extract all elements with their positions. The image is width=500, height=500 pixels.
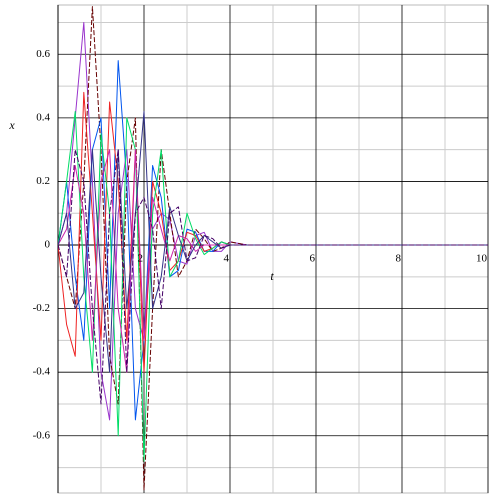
x-tick-label: 6	[310, 253, 316, 265]
y-tick-label: -0.6	[33, 429, 51, 441]
x-tick-label: 10	[476, 253, 488, 265]
labels: 2 4 6 8 10 -0.6 -0.4 -0.2 0 0.2 0.4 0.6	[33, 48, 488, 441]
y-tick-label: 0.6	[36, 48, 50, 60]
series-line	[58, 149, 488, 405]
x-tick-label: 4	[224, 253, 230, 265]
x-tick-label: 2	[138, 253, 144, 265]
y-tick-label: 0.4	[36, 111, 50, 123]
series-line	[58, 6, 488, 491]
y-tick-label: 0	[45, 239, 51, 251]
x-tick-label: 8	[396, 253, 402, 265]
y-tick-label: 0.2	[36, 175, 50, 187]
lines	[58, 6, 488, 491]
x-axis-label: t	[270, 269, 274, 283]
y-tick-label: -0.4	[33, 366, 51, 378]
y-tick-label: -0.2	[33, 302, 50, 314]
y-axis-label: x	[8, 118, 15, 132]
